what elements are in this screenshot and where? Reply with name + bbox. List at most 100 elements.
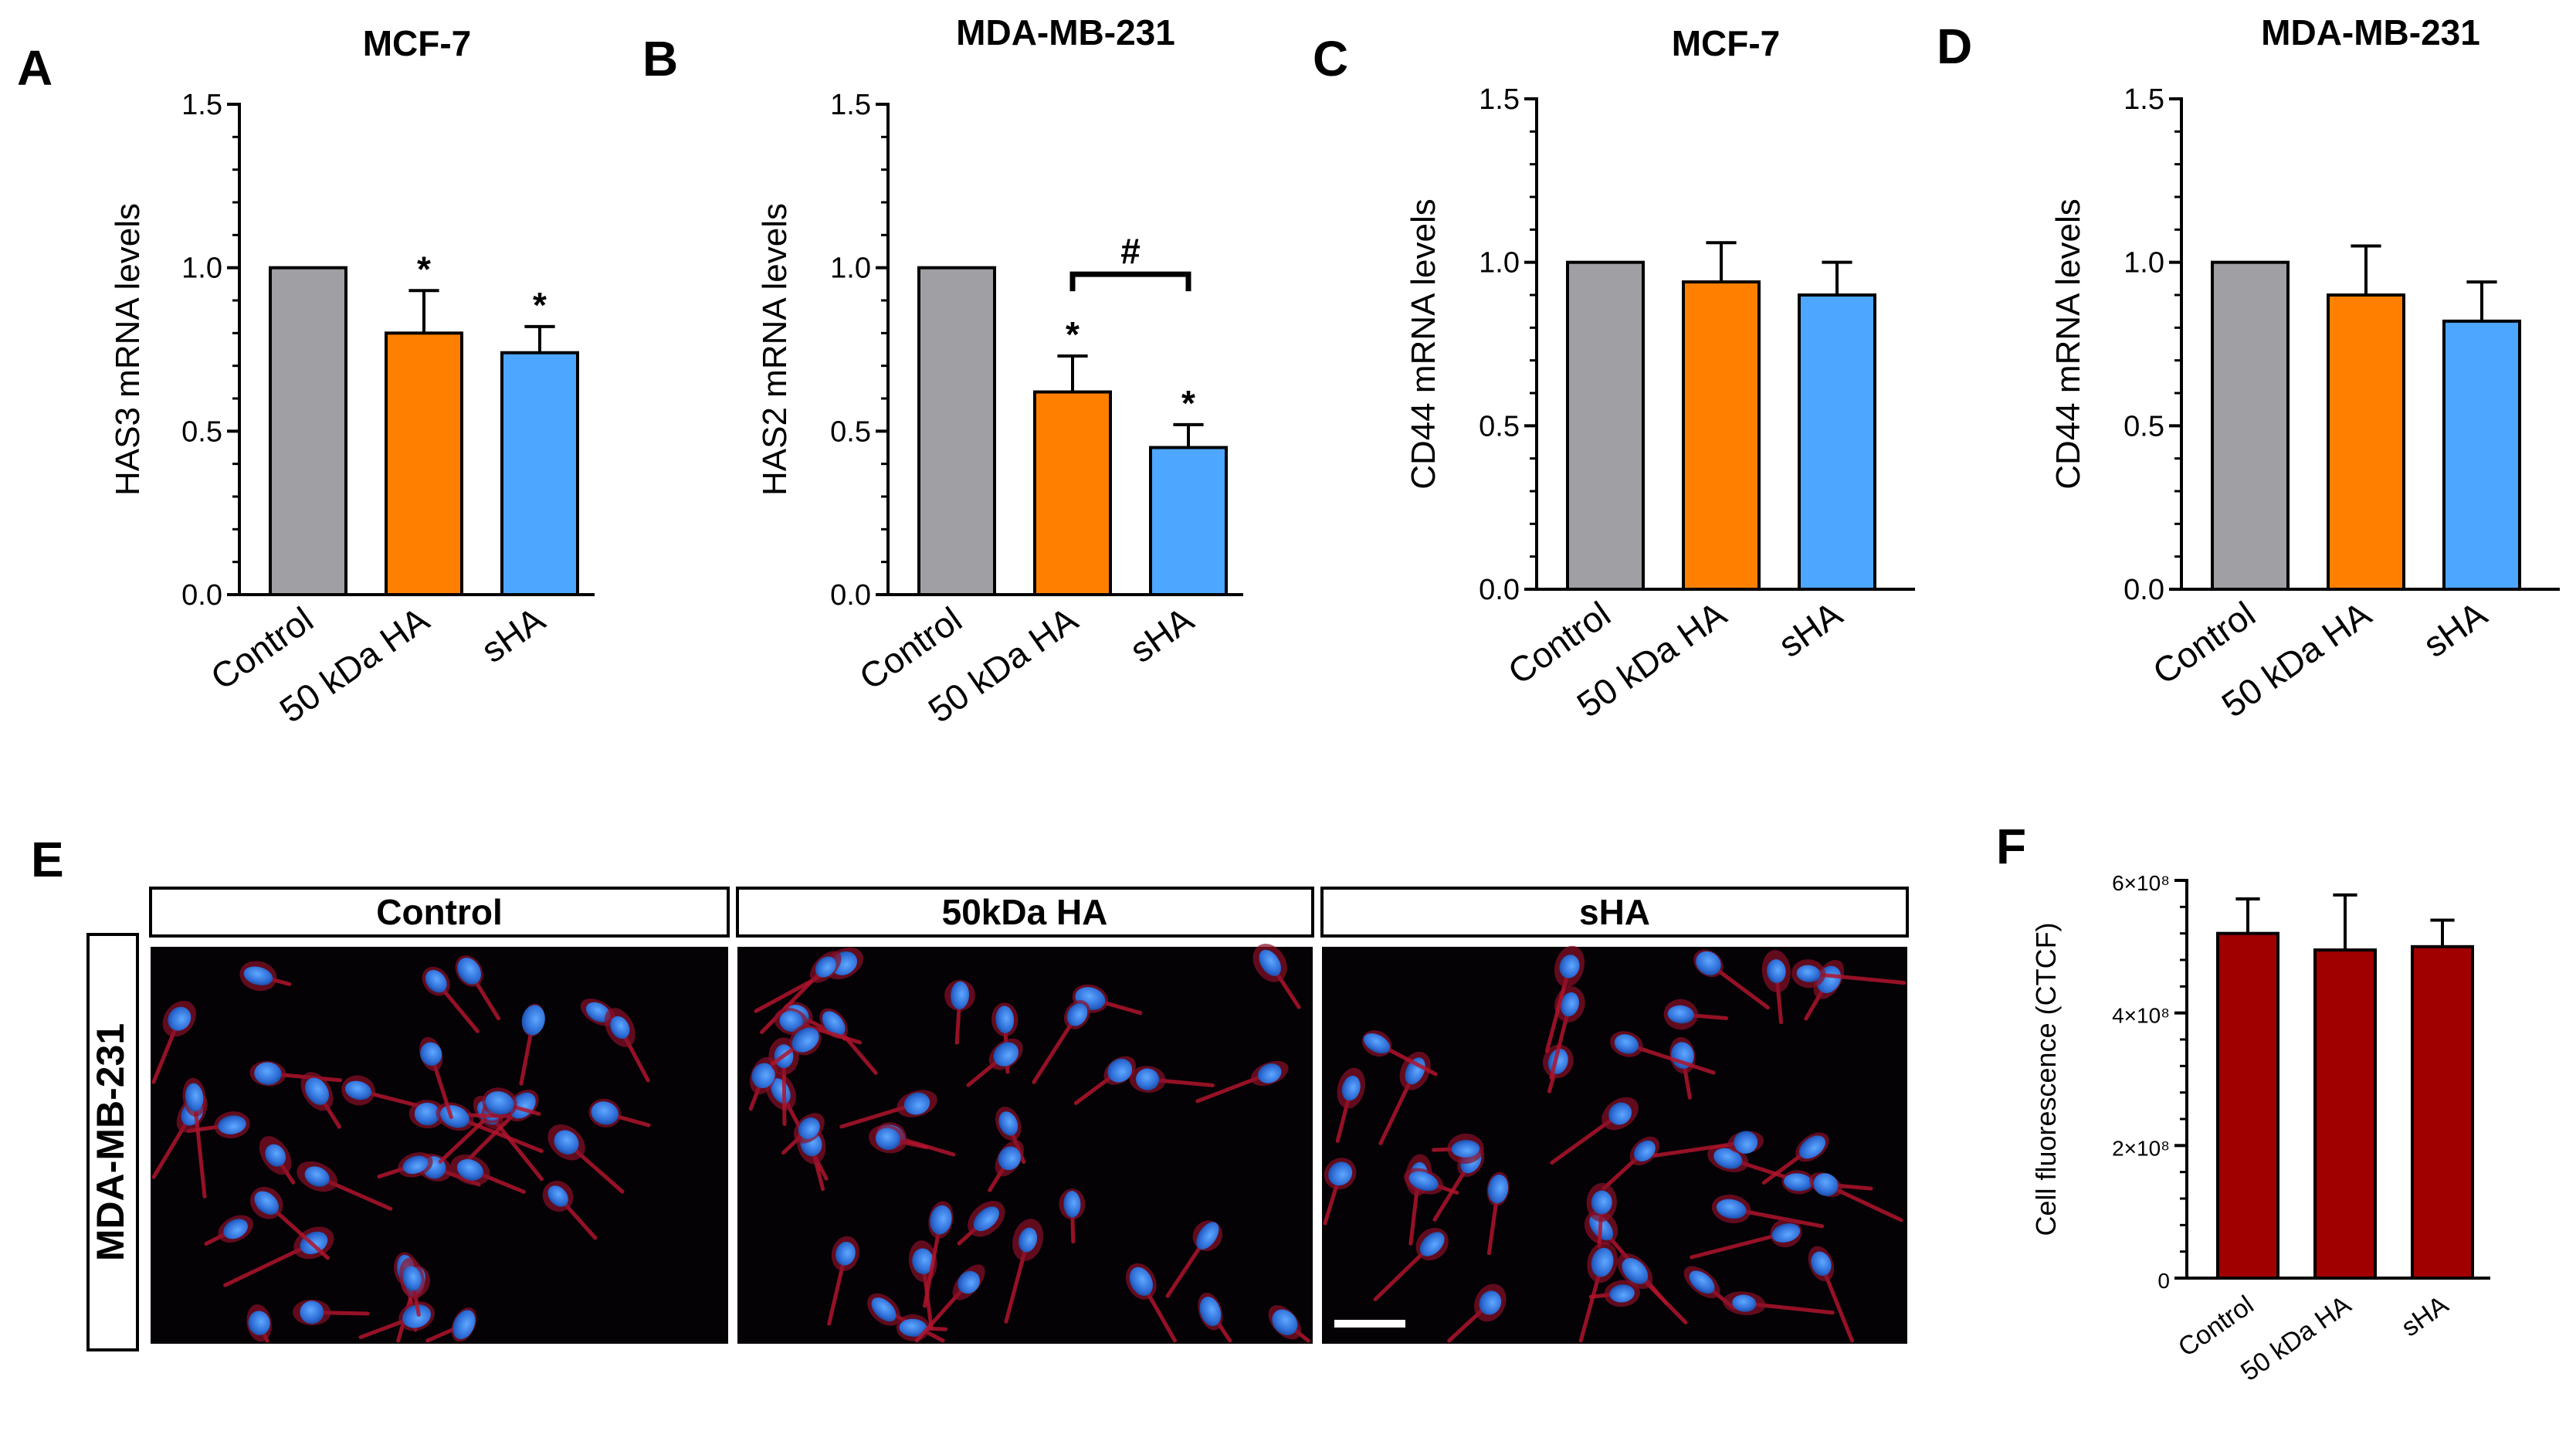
y-tick-label: 1.0: [181, 253, 222, 285]
cell-nucleus: [1019, 1227, 1038, 1253]
cell-nucleus: [402, 1155, 429, 1175]
bar: [2327, 293, 2405, 591]
category-label: sHA: [1123, 599, 1201, 670]
cell-nucleus: [1784, 1173, 1812, 1192]
chart-title: MDA-MB-231: [2261, 12, 2480, 53]
scale-bar: [1334, 1320, 1405, 1328]
cell-nucleus: [1734, 1131, 1758, 1154]
cell-nucleus: [835, 1241, 856, 1266]
cell-nucleus: [958, 1270, 980, 1294]
column-header-control-label: Control: [376, 892, 503, 932]
cell-nucleus: [822, 1011, 846, 1036]
bar: [385, 331, 463, 596]
category-label: sHA: [2396, 1290, 2454, 1342]
cell-nucleus: [1811, 1251, 1832, 1277]
chart-f: Cell fluorescence (CTCF) 0 2×10⁸ 4×10⁸ 6×10⁸…: [2030, 871, 2490, 1387]
cell-nucleus: [1559, 955, 1580, 978]
cell-nucleus: [585, 1002, 611, 1022]
y-tick-label: 0.5: [1479, 410, 1520, 443]
cell-nucleus: [402, 1304, 432, 1328]
row-label: MDA-MB-231: [89, 1023, 132, 1261]
cell-nucleus: [1107, 1058, 1133, 1083]
y-tick-label: 0.0: [830, 579, 871, 612]
cell-nucleus: [815, 956, 836, 978]
cell-nucleus: [1813, 1173, 1839, 1196]
cell-nucleus: [930, 1205, 952, 1235]
micrograph-control: [151, 947, 728, 1344]
cell-nucleus: [1591, 1247, 1614, 1277]
y-axis-label: HAS3 mRNA levels: [109, 203, 147, 496]
cell-nucleus: [912, 1248, 934, 1274]
category-label: Control: [2173, 1290, 2259, 1362]
y-tick-label: 1.0: [2124, 247, 2164, 280]
chart-title: MDA-MB-231: [956, 12, 1175, 53]
column-header-50kda-label: 50kDa HA: [942, 892, 1108, 932]
cell-process: [1690, 1231, 1788, 1260]
y-tick-label: 4×10⁸: [2112, 1004, 2170, 1028]
cell-nucleus: [1560, 992, 1579, 1017]
cell-nucleus: [1196, 1222, 1219, 1250]
bar: [1149, 446, 1228, 596]
panel-letter-c: C: [1313, 31, 1348, 86]
cell-nucleus: [995, 1005, 1015, 1034]
y-tick-label: 1.5: [2124, 83, 2164, 116]
chart-title: MCF-7: [1672, 23, 1781, 63]
cell-nucleus: [243, 966, 273, 985]
y-tick-label: 0.0: [1479, 574, 1520, 606]
cell-nucleus: [875, 1128, 900, 1151]
cell-nucleus: [610, 1016, 630, 1039]
bar: [1682, 280, 1761, 591]
cell-nucleus: [248, 1311, 270, 1335]
cell-nucleus: [254, 1191, 280, 1215]
column-header-sha-label: sHA: [1579, 892, 1650, 932]
cell-nucleus: [1771, 1223, 1801, 1243]
cell-nucleus: [1591, 1190, 1612, 1215]
bar: [1033, 390, 1112, 596]
y-tick-label: 1.5: [830, 89, 871, 121]
cell-nucleus: [185, 1083, 204, 1112]
bar: [1566, 260, 1645, 591]
bar: [2216, 931, 2279, 1280]
panel-letter-a: A: [17, 40, 53, 96]
cell-nucleus: [305, 1077, 329, 1105]
cell-nucleus: [554, 1130, 579, 1155]
y-tick-label: 0.5: [181, 415, 222, 448]
y-tick-label: 6×10⁸: [2112, 871, 2170, 895]
panel-letter-e: E: [31, 832, 64, 887]
cell-nucleus: [1419, 1232, 1445, 1256]
cell-nucleus: [1796, 965, 1821, 982]
cell-nucleus: [1451, 1140, 1480, 1158]
cell-nucleus: [420, 1042, 442, 1066]
y-tick-label: 1.0: [1479, 247, 1520, 280]
category-label: 50 kDa HA: [2235, 1290, 2357, 1387]
cell-nucleus: [1066, 1003, 1088, 1026]
comparison-marker: #: [1120, 231, 1141, 271]
comparison-bracket: [1069, 271, 1191, 292]
cell-nucleus: [452, 1310, 476, 1340]
cell-nucleus: [871, 1297, 897, 1322]
cell-nucleus: [751, 1063, 775, 1089]
cell-nucleus: [304, 1166, 330, 1187]
y-tick-label: 1.5: [181, 89, 222, 121]
bar: [2442, 319, 2521, 591]
cell-nucleus: [1259, 949, 1282, 976]
cell-nucleus: [1667, 1005, 1694, 1024]
cell-nucleus: [1689, 1270, 1715, 1294]
cell-nucleus: [779, 1010, 803, 1033]
y-tick-label: 0.5: [2124, 410, 2164, 443]
y-axis-label: CD44 mRNA levels: [1405, 198, 1442, 490]
cell-nucleus: [1063, 1190, 1081, 1218]
cell-nucleus: [950, 981, 970, 1009]
y-tick-label: 0: [2157, 1269, 2170, 1293]
cell-nucleus: [1608, 1102, 1632, 1125]
cell-nucleus: [254, 1062, 282, 1085]
panel-letter-b: B: [642, 31, 678, 86]
cell-nucleus: [1272, 1309, 1298, 1336]
panel-letter-f: F: [1996, 819, 2026, 874]
cell-nucleus: [1622, 1258, 1649, 1284]
cell-nucleus: [798, 1117, 820, 1139]
category-label: sHA: [1771, 593, 1849, 665]
